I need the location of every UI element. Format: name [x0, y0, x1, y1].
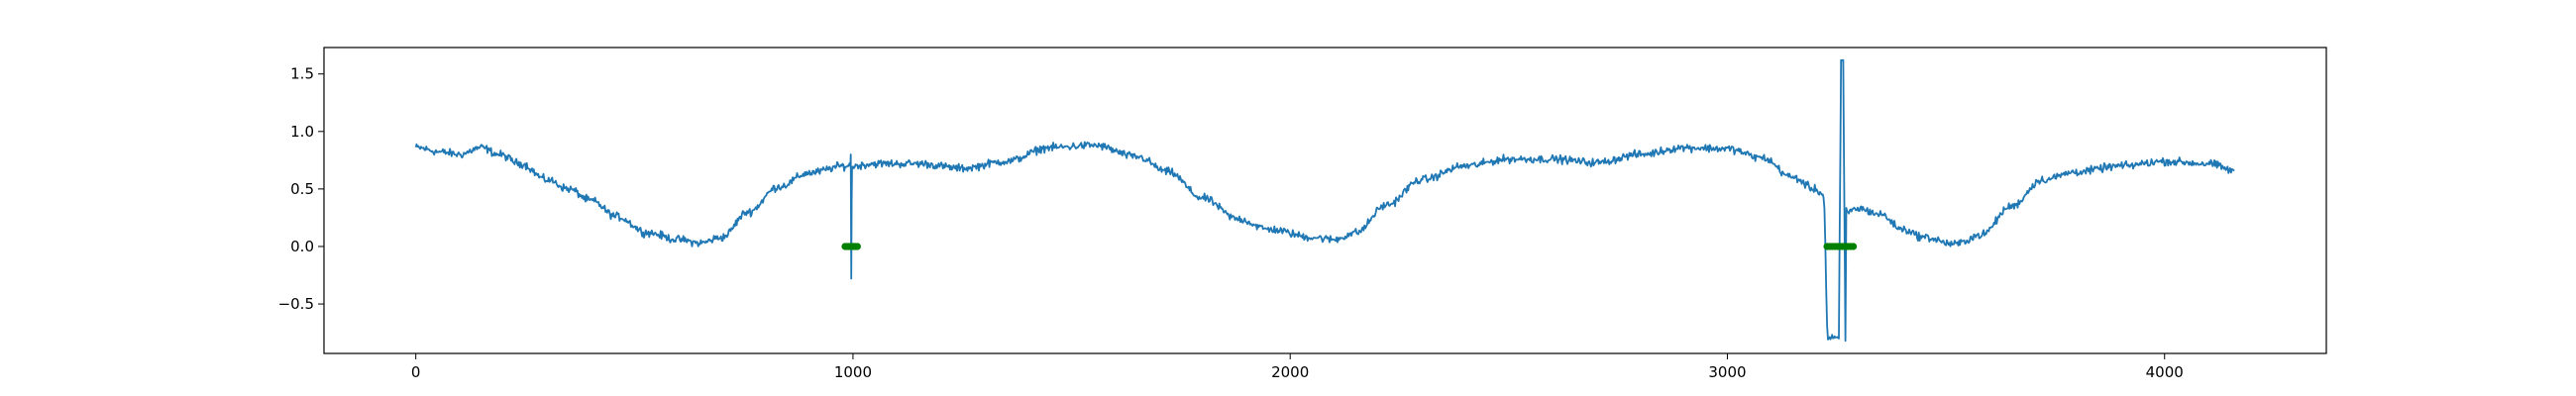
- y-tick-label: 0.0: [290, 238, 314, 255]
- y-tick-label: 1.0: [290, 123, 314, 141]
- x-tick-label: 4000: [2146, 363, 2184, 381]
- x-tick-label: 2000: [1271, 363, 1309, 381]
- axes-frame: [323, 47, 2327, 354]
- anomaly-marker: [1849, 243, 1858, 250]
- y-tick-label: −0.5: [278, 295, 314, 313]
- y-tick-label: 0.5: [290, 180, 314, 198]
- x-tick-label: 3000: [1708, 363, 1746, 381]
- plot-area: [414, 58, 2235, 343]
- y-tick-label: 1.5: [290, 65, 314, 83]
- axis-ticks: 0 1000 2000 3000 4000 −0.5 0.0 0.5 1.0 1.5: [278, 65, 2184, 381]
- x-tick-label: 0: [411, 363, 421, 381]
- x-tick-label: 1000: [834, 363, 872, 381]
- anomaly-marker: [853, 243, 861, 250]
- signal-line: [414, 58, 2235, 343]
